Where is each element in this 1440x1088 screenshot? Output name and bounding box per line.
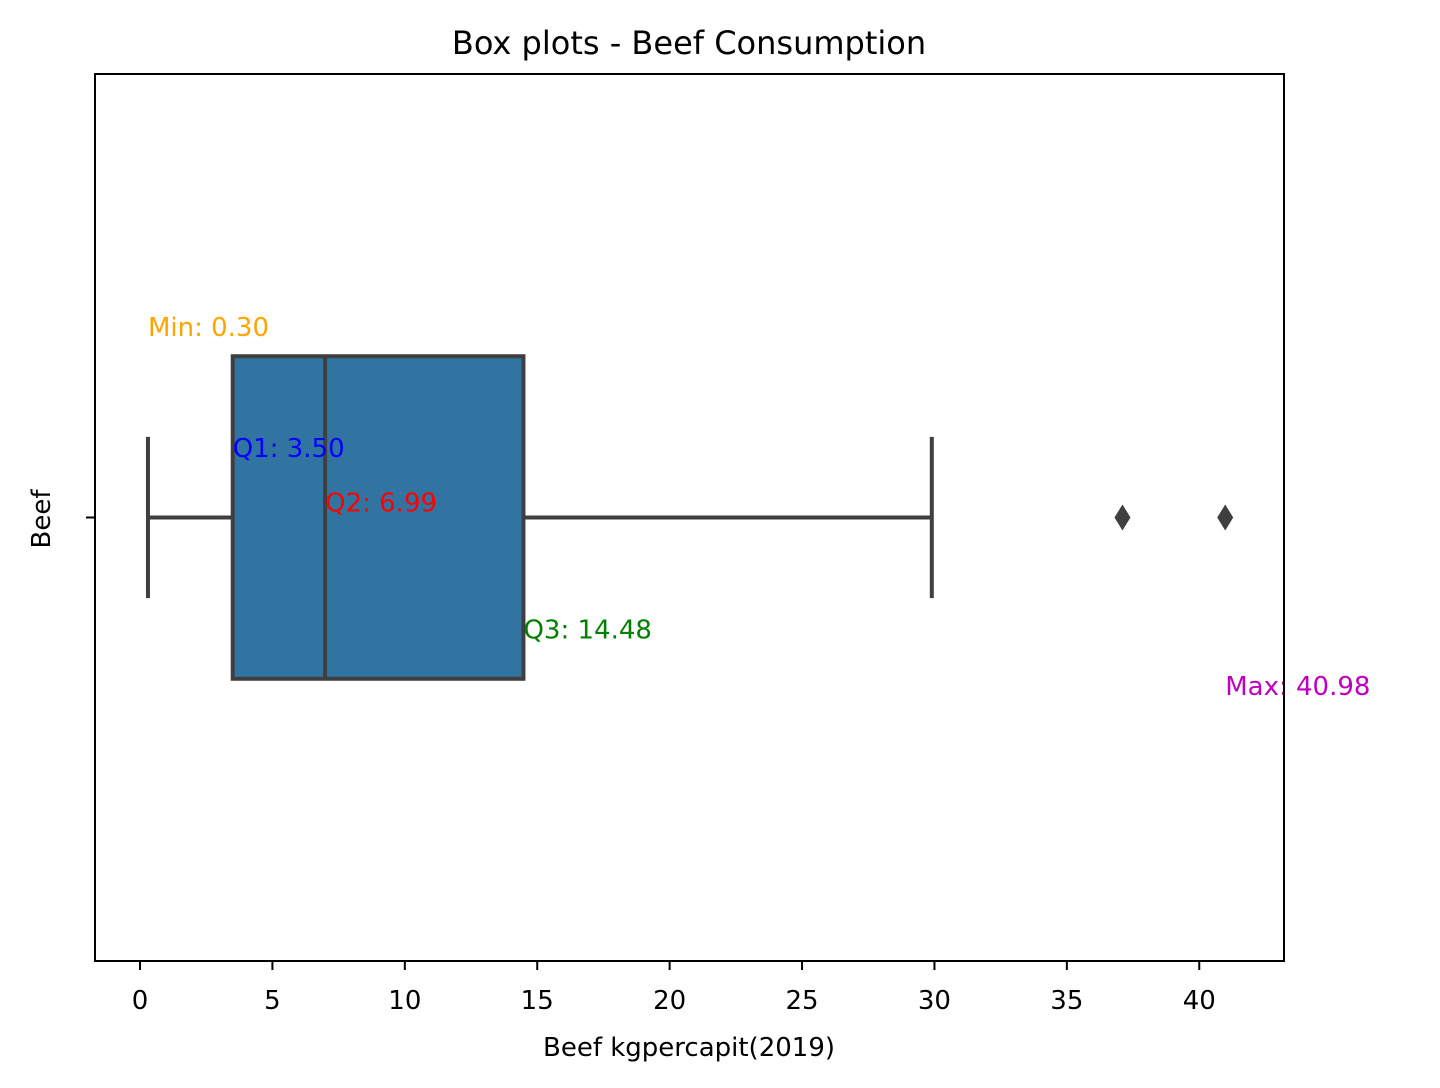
annotation-label-3: Q3: 14.48 [523, 615, 651, 645]
annotation-label-4: Max: 40.98 [1225, 672, 1370, 702]
annotation-label-1: Q1: 3.50 [233, 434, 345, 464]
x-axis-label: Beef kgpercapit(2019) [543, 1033, 835, 1063]
x-tick-label-3: 15 [521, 986, 554, 1016]
annotation-label-2: Q2: 6.99 [325, 488, 437, 518]
x-tick-label-6: 30 [918, 986, 951, 1016]
x-tick-label-8: 40 [1183, 986, 1216, 1016]
x-tick-label-2: 10 [388, 986, 421, 1016]
outlier-point-1 [1217, 504, 1234, 531]
iqr-box [230, 354, 526, 681]
x-tick-label-0: 0 [132, 986, 149, 1016]
x-tick-label-7: 35 [1050, 986, 1083, 1016]
annotation-label-0: Min: 0.30 [148, 313, 269, 343]
y-axis-label: Beef [27, 489, 57, 549]
plot-area: Min: 0.30 Q1: 3.50 Q2: 6.99 Q3: 14.48 Max: 4… [145, 313, 1370, 702]
chart-title: Box plots - Beef Consumption [452, 24, 926, 62]
x-axis: 0 5 10 15 20 25 30 35 40 [132, 961, 1216, 1016]
outlier-point-0 [1114, 504, 1131, 531]
x-tick-label-5: 25 [785, 986, 818, 1016]
x-tick-label-1: 5 [264, 986, 281, 1016]
x-tick-label-4: 20 [653, 986, 686, 1016]
